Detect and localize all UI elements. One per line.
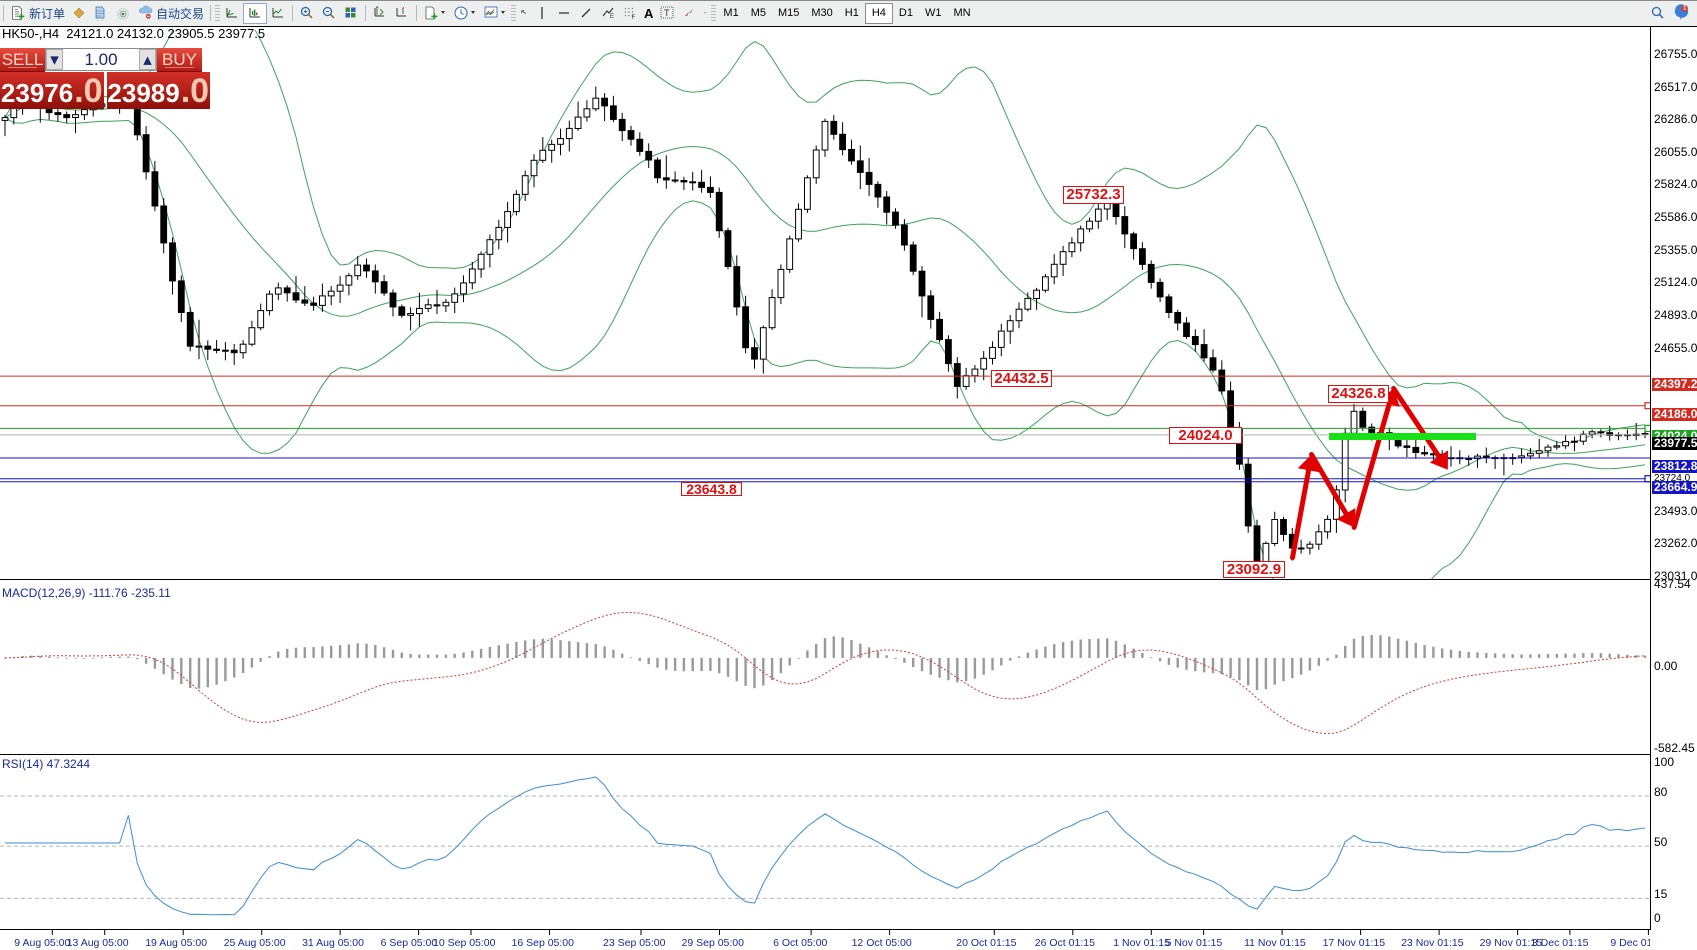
svg-text:1: 1 bbox=[1683, 6, 1686, 12]
svg-text:E: E bbox=[610, 14, 614, 20]
svg-text:T: T bbox=[664, 8, 670, 18]
svg-text:F: F bbox=[632, 15, 636, 21]
